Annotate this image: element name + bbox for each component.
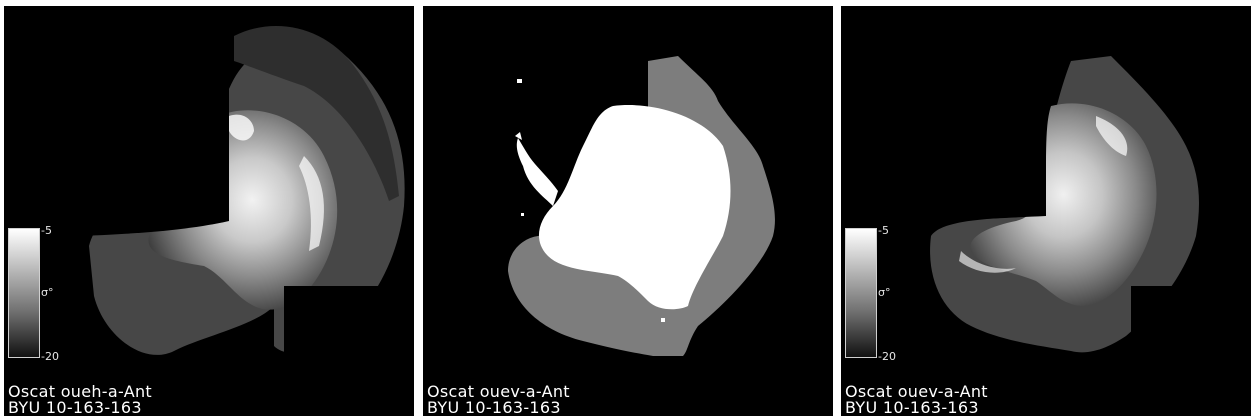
caption-date: BYU 10-163-163 bbox=[427, 398, 561, 416]
caption-sensor: Oscat ouev-a-Ant bbox=[427, 382, 570, 401]
colorbar-unit-label: σ° bbox=[41, 286, 54, 299]
panel-ouev-image: -5 σ° -20 Oscat ouev-a-Ant BYU 10-163-16… bbox=[841, 6, 1251, 416]
colorbar-max-label: -5 bbox=[41, 224, 52, 237]
panel-ouch-image: -5 σ° -20 Oscat oueh-a-Ant BYU 10-163-16… bbox=[4, 6, 414, 416]
panel-ouev-mask-image: Oscat ouev-a-Ant BYU 10-163-163 bbox=[423, 6, 833, 416]
caption-sensor: Oscat oueh-a-Ant bbox=[8, 382, 152, 401]
colorbar bbox=[845, 228, 877, 358]
antarctica-backscatter-image-h bbox=[4, 6, 414, 416]
caption-date: BYU 10-163-163 bbox=[845, 398, 979, 416]
caption-sensor: Oscat ouev-a-Ant bbox=[845, 382, 988, 401]
caption-date: BYU 10-163-163 bbox=[8, 398, 142, 416]
colorbar-min-label: -20 bbox=[41, 350, 59, 363]
colorbar bbox=[8, 228, 40, 358]
colorbar-unit-label: σ° bbox=[878, 286, 891, 299]
antarctica-mask-image bbox=[508, 56, 775, 356]
antarctica-backscatter-image-v bbox=[841, 6, 1251, 416]
panel-caption: Oscat ouev-a-Ant BYU 10-163-163 bbox=[845, 384, 988, 416]
colorbar-min-label: -20 bbox=[878, 350, 896, 363]
panel-caption: Oscat oueh-a-Ant BYU 10-163-163 bbox=[8, 384, 152, 416]
colorbar-max-label: -5 bbox=[878, 224, 889, 237]
panel-caption: Oscat ouev-a-Ant BYU 10-163-163 bbox=[427, 384, 570, 416]
